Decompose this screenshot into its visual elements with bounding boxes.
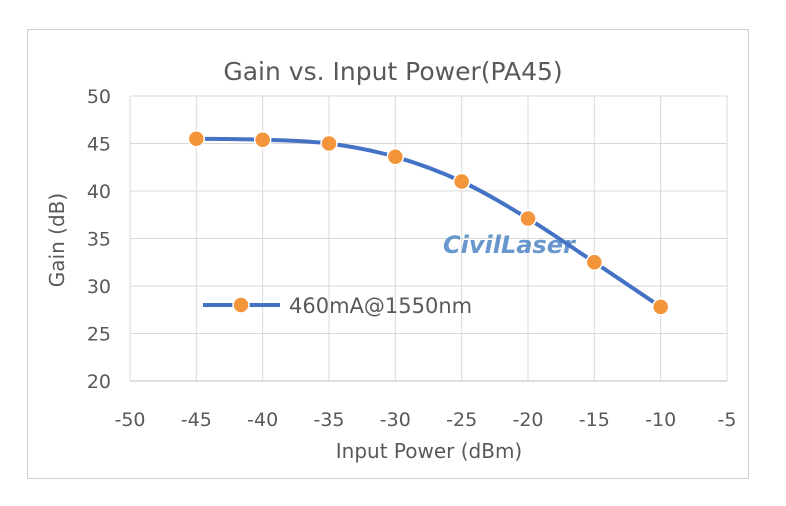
x-tick-label: -5 xyxy=(718,409,737,431)
x-tick-label: -30 xyxy=(380,409,411,431)
x-tick-label: -45 xyxy=(181,409,212,431)
data-point xyxy=(452,172,471,191)
series-layer xyxy=(187,130,670,316)
y-tick-label: 25 xyxy=(87,324,111,346)
y-tick-label: 50 xyxy=(87,86,111,108)
data-point xyxy=(320,134,338,153)
legend-marker xyxy=(232,296,250,314)
data-point xyxy=(519,209,537,228)
y-tick-label: 35 xyxy=(87,229,111,251)
x-axis-label: Input Power (dBm) xyxy=(336,439,522,463)
y-tick-label: 40 xyxy=(87,181,111,203)
chart-title: Gain vs. Input Power(PA45) xyxy=(223,57,562,86)
legend: 460mA@1550nm xyxy=(203,294,472,318)
x-tick-label: -10 xyxy=(645,409,676,431)
data-point xyxy=(253,130,272,149)
x-tick-label: -15 xyxy=(579,409,610,431)
y-tick-label: 30 xyxy=(87,276,111,298)
series-line xyxy=(194,136,663,309)
data-point xyxy=(585,253,604,271)
y-tick-label: 45 xyxy=(87,134,111,156)
legend-label: 460mA@1550nm xyxy=(289,294,472,318)
tick-labels: -50 -45 -40 -35 -30 -25 -20 -15 -10 -5 20 25 30 35 40 4… xyxy=(87,86,737,431)
data-point xyxy=(651,298,670,316)
x-tick-label: -20 xyxy=(512,409,543,431)
chart-frame xyxy=(27,29,749,479)
y-tick-label: 20 xyxy=(87,371,111,393)
y-axis-label: Gain (dB) xyxy=(45,193,69,287)
x-tick-label: -50 xyxy=(114,409,145,431)
grid-lines xyxy=(129,95,728,382)
x-tick-label: -35 xyxy=(313,409,344,431)
x-tick-label: -40 xyxy=(247,409,278,431)
x-tick-label: -25 xyxy=(446,409,477,431)
data-point xyxy=(187,130,206,148)
data-point xyxy=(386,148,405,166)
